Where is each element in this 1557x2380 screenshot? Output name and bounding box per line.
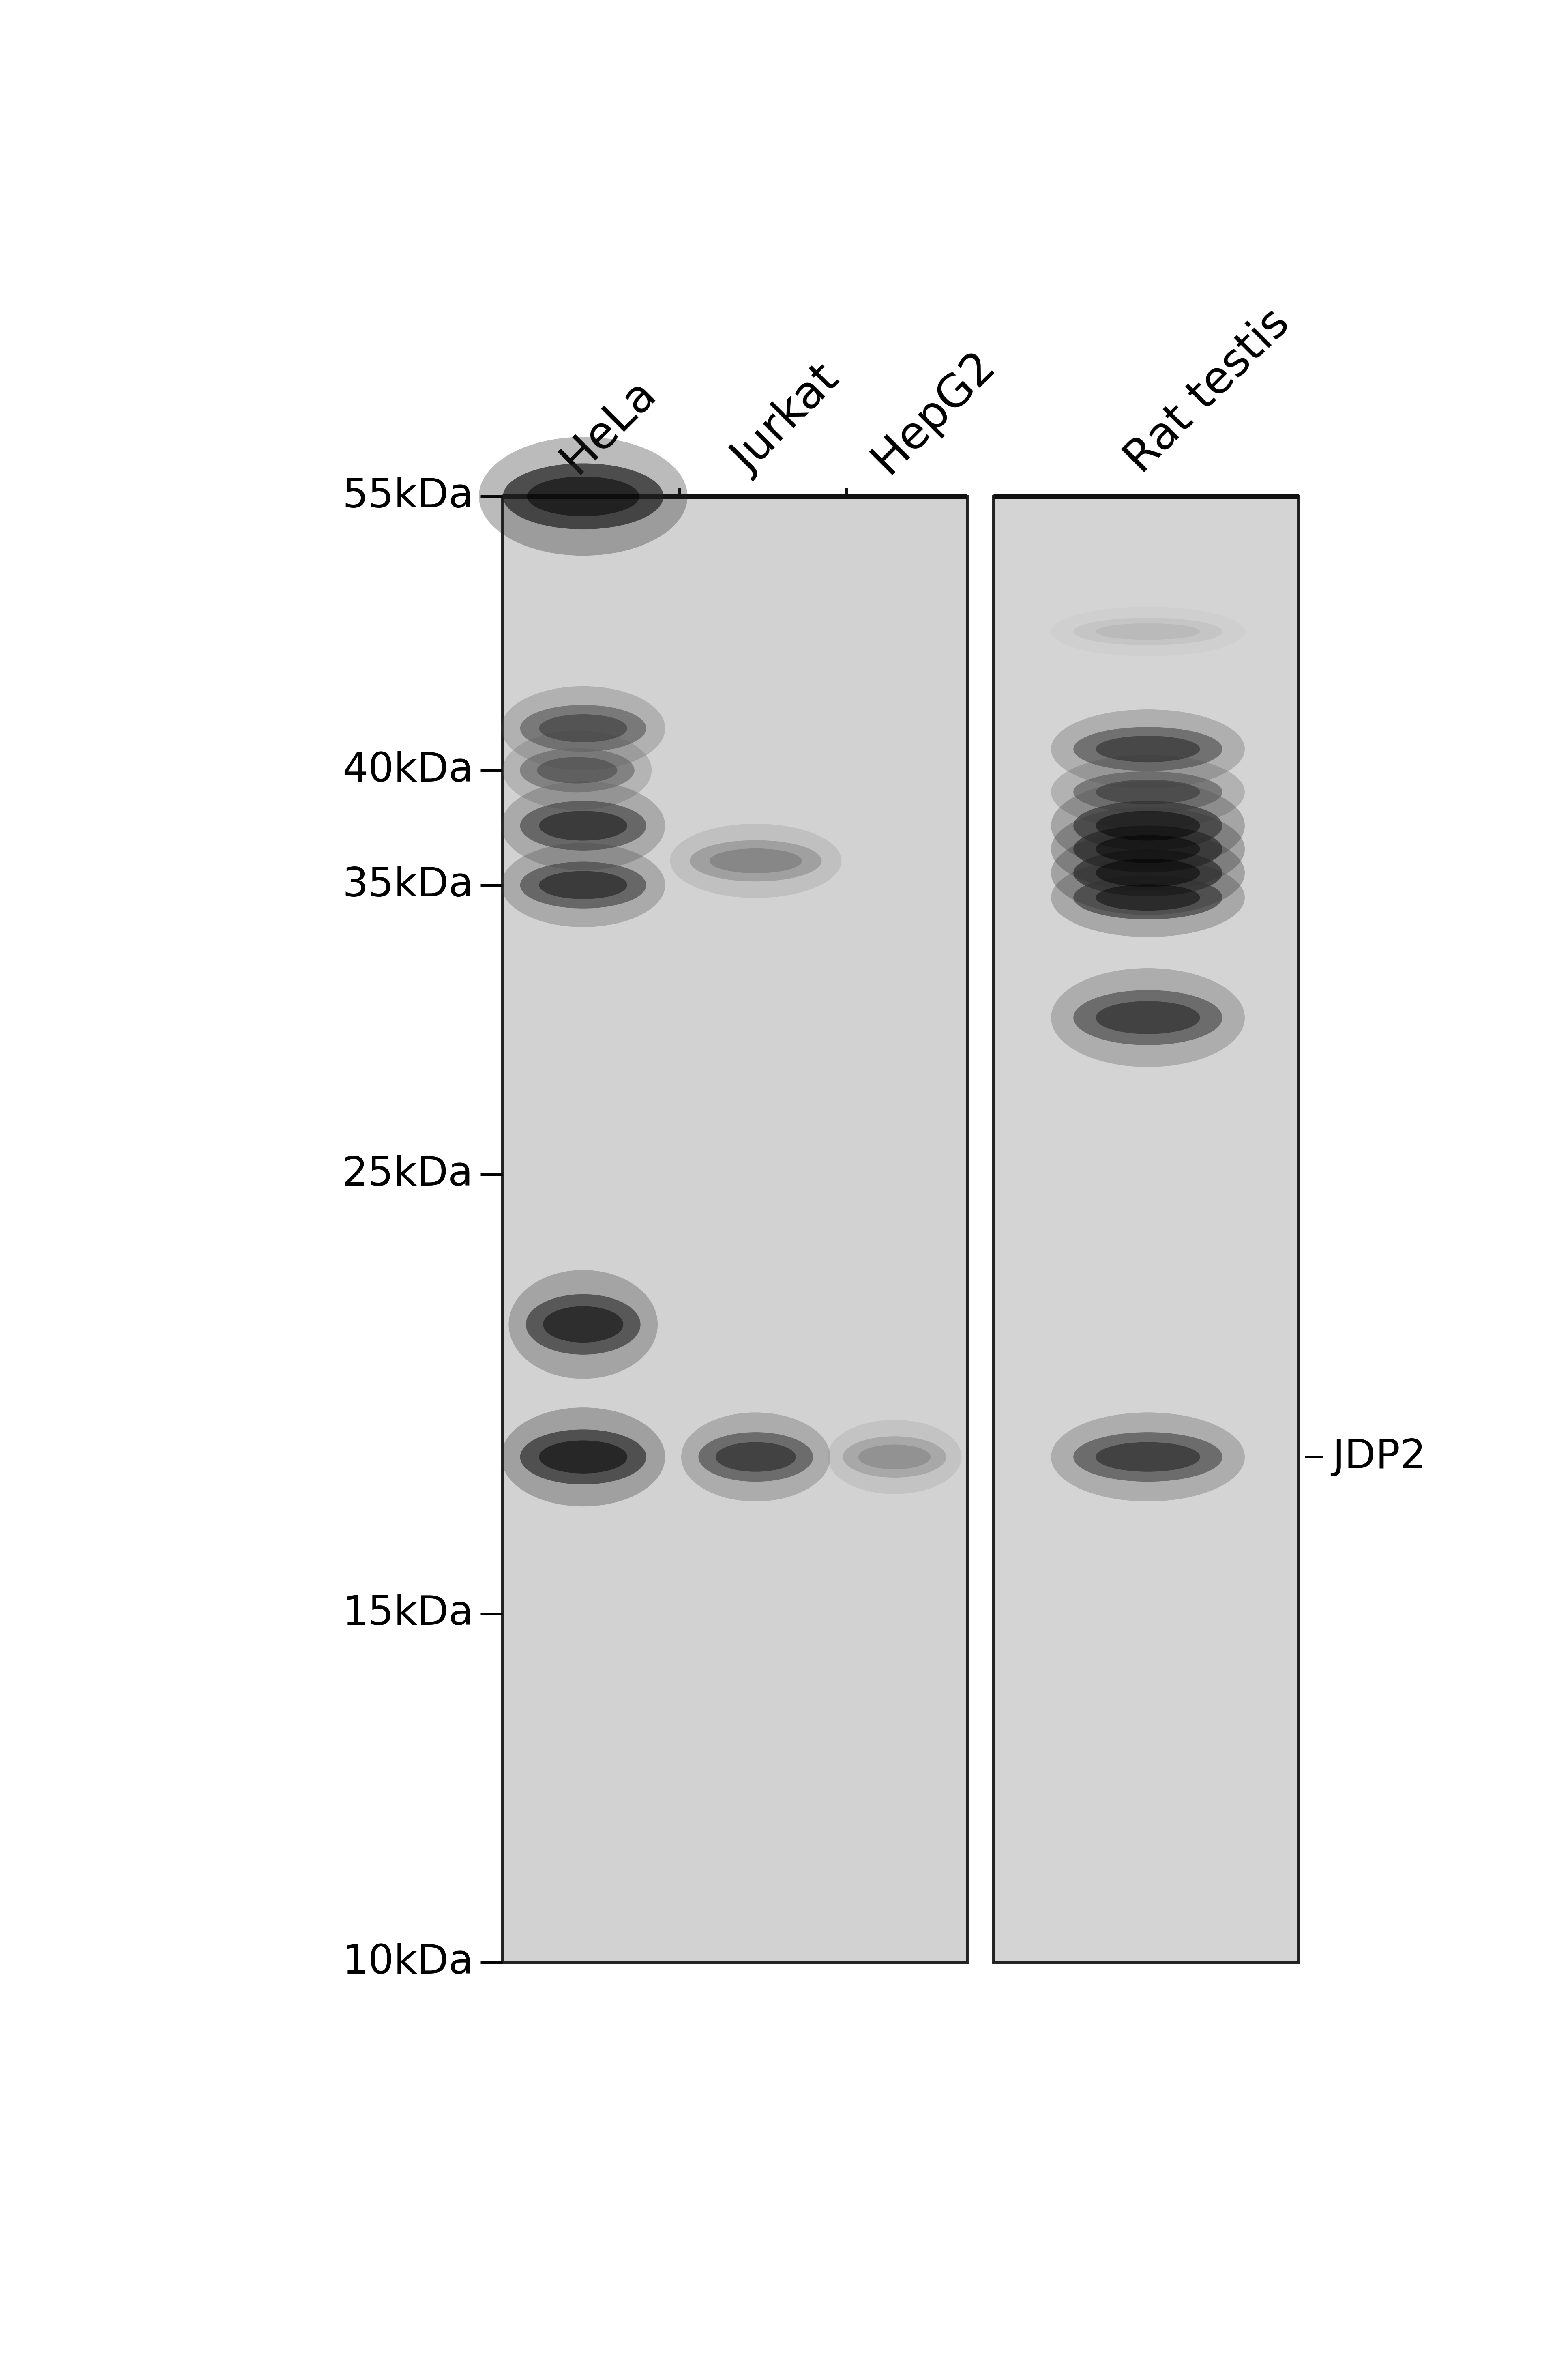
Ellipse shape	[1073, 850, 1222, 897]
Ellipse shape	[526, 476, 640, 516]
Ellipse shape	[1073, 771, 1222, 812]
Text: 40kDa: 40kDa	[343, 750, 473, 790]
Ellipse shape	[520, 704, 646, 752]
Text: HepG2: HepG2	[864, 343, 1003, 481]
Ellipse shape	[682, 1411, 830, 1502]
Ellipse shape	[1051, 607, 1244, 657]
Ellipse shape	[1096, 624, 1200, 640]
Ellipse shape	[1073, 1433, 1222, 1483]
Ellipse shape	[1096, 835, 1200, 864]
Ellipse shape	[520, 802, 646, 850]
Ellipse shape	[1073, 726, 1222, 771]
Ellipse shape	[1073, 876, 1222, 919]
Ellipse shape	[1051, 754, 1244, 828]
Ellipse shape	[539, 812, 627, 840]
Ellipse shape	[509, 1271, 657, 1378]
Ellipse shape	[543, 1307, 623, 1342]
Bar	[503, 497, 967, 1964]
Ellipse shape	[1051, 781, 1244, 871]
Ellipse shape	[503, 731, 652, 809]
Ellipse shape	[1096, 1002, 1200, 1035]
Ellipse shape	[1096, 812, 1200, 840]
Ellipse shape	[1073, 619, 1222, 645]
Text: Rat testis: Rat testis	[1118, 300, 1299, 481]
Ellipse shape	[690, 840, 822, 881]
Ellipse shape	[1096, 1442, 1200, 1471]
Text: Jurkat: Jurkat	[726, 359, 849, 481]
Ellipse shape	[1051, 969, 1244, 1066]
Text: JDP2: JDP2	[1333, 1438, 1426, 1476]
Ellipse shape	[526, 1295, 640, 1354]
Ellipse shape	[539, 1440, 627, 1473]
Ellipse shape	[539, 714, 627, 743]
Ellipse shape	[670, 823, 841, 897]
Ellipse shape	[520, 1430, 646, 1485]
Ellipse shape	[1051, 709, 1244, 788]
Text: 35kDa: 35kDa	[343, 866, 473, 904]
Ellipse shape	[537, 757, 617, 783]
Ellipse shape	[520, 747, 634, 793]
Ellipse shape	[827, 1421, 962, 1495]
Ellipse shape	[501, 781, 665, 871]
Ellipse shape	[1073, 990, 1222, 1045]
Ellipse shape	[1051, 857, 1244, 938]
Ellipse shape	[1073, 826, 1222, 873]
Ellipse shape	[501, 1407, 665, 1507]
Ellipse shape	[1096, 781, 1200, 804]
Ellipse shape	[520, 862, 646, 909]
Ellipse shape	[480, 438, 688, 555]
Ellipse shape	[842, 1435, 947, 1478]
Ellipse shape	[1073, 802, 1222, 850]
Ellipse shape	[539, 871, 627, 900]
Ellipse shape	[503, 464, 663, 528]
Text: 25kDa: 25kDa	[343, 1154, 473, 1195]
Ellipse shape	[710, 847, 802, 873]
Ellipse shape	[501, 843, 665, 928]
Ellipse shape	[501, 685, 665, 771]
Text: 10kDa: 10kDa	[343, 1942, 473, 1983]
Ellipse shape	[716, 1442, 796, 1471]
Ellipse shape	[1096, 885, 1200, 912]
Text: 55kDa: 55kDa	[343, 476, 473, 516]
Bar	[993, 497, 1299, 1964]
Ellipse shape	[858, 1445, 931, 1468]
Text: 15kDa: 15kDa	[343, 1595, 473, 1633]
Ellipse shape	[1051, 1411, 1244, 1502]
Ellipse shape	[1096, 735, 1200, 762]
Ellipse shape	[699, 1433, 813, 1483]
Text: HeLa: HeLa	[553, 371, 663, 481]
Ellipse shape	[1096, 859, 1200, 888]
Ellipse shape	[1051, 831, 1244, 914]
Ellipse shape	[1051, 807, 1244, 890]
